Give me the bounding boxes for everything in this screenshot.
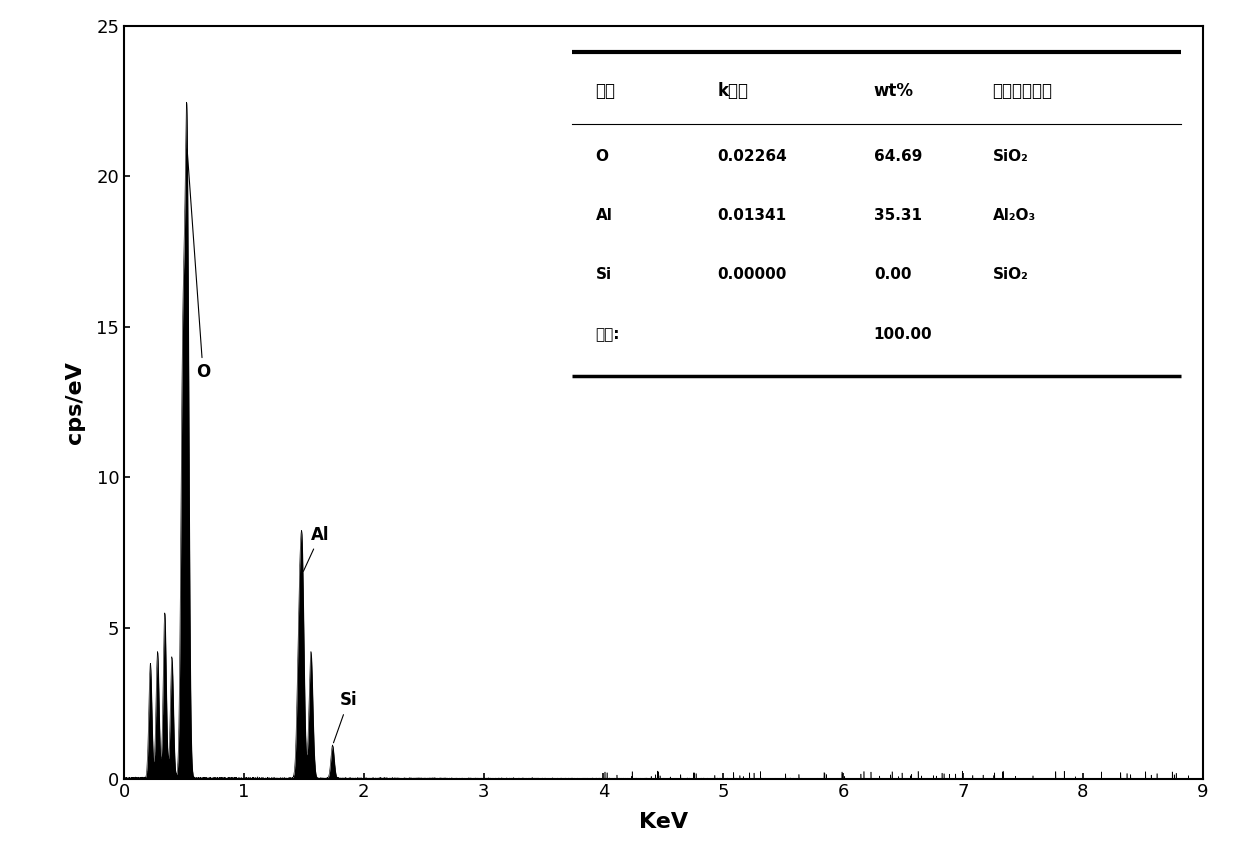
Text: wt%: wt% [874,82,914,100]
Text: O: O [595,149,609,163]
Text: 标准样品标签: 标准样品标签 [992,82,1053,100]
Text: 元素: 元素 [595,82,615,100]
Text: 100.00: 100.00 [874,327,932,342]
Text: SiO₂: SiO₂ [992,267,1028,282]
Text: 总量:: 总量: [595,327,620,342]
Text: Al: Al [595,208,613,223]
Text: 0.01341: 0.01341 [717,208,786,223]
Text: Al₂O₃: Al₂O₃ [992,208,1035,223]
Text: k比值: k比值 [717,82,749,100]
Text: Si: Si [595,267,611,282]
Text: 0.02264: 0.02264 [717,149,787,163]
Text: O: O [187,149,210,381]
Y-axis label: cps/eV: cps/eV [64,361,86,444]
Text: 64.69: 64.69 [874,149,923,163]
Text: 0.00: 0.00 [874,267,911,282]
X-axis label: KeV: KeV [639,812,688,832]
Text: 35.31: 35.31 [874,208,921,223]
Text: SiO₂: SiO₂ [992,149,1028,163]
Text: Si: Si [334,691,357,743]
Text: 0.00000: 0.00000 [717,267,786,282]
Bar [572,52,1182,376]
Text: Al: Al [304,526,330,571]
